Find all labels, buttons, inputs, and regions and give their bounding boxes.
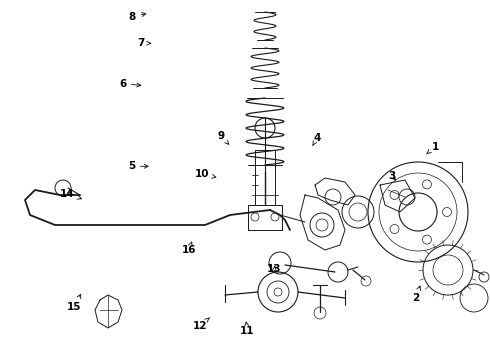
Text: 12: 12 (193, 318, 209, 331)
Text: 11: 11 (240, 322, 255, 336)
Text: 10: 10 (195, 169, 216, 179)
Text: 7: 7 (137, 38, 150, 48)
Text: 6: 6 (119, 78, 141, 89)
Text: 13: 13 (267, 264, 282, 274)
Text: 3: 3 (389, 171, 395, 181)
Text: 1: 1 (426, 142, 439, 154)
Text: 8: 8 (129, 12, 146, 22)
Text: 16: 16 (181, 242, 196, 255)
Bar (255, 150, 275, 205)
Text: 9: 9 (218, 131, 229, 144)
Text: 2: 2 (412, 286, 420, 303)
Text: 15: 15 (67, 294, 82, 312)
Text: 4: 4 (313, 132, 321, 145)
Text: 14: 14 (60, 189, 81, 199)
Text: 5: 5 (128, 161, 148, 171)
